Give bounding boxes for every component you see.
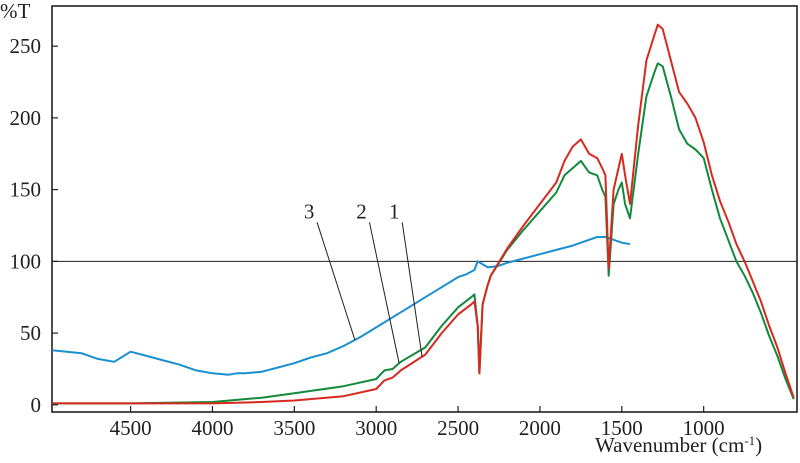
x-tick-label: 4000 [191,416,233,440]
y-tick-label: 0 [31,393,42,417]
x-axis-ticks: 4500 4000 3500 3000 2500 2000 1500 1000 [110,406,725,440]
x-axis-title-superscript: -1 [744,433,755,448]
x-tick-label: 4500 [110,416,152,440]
curve-label-2: 2 [356,199,367,223]
series-line-1 [52,23,795,405]
y-tick-label: 250 [10,34,42,58]
x-tick-label: 3000 [355,416,397,440]
y-tick-label: 200 [10,106,42,130]
curve-label-leader-2 [368,222,400,364]
x-axis-title-close: ) [755,433,762,457]
x-tick-label: 2500 [437,416,479,440]
series-layer [51,23,795,405]
y-tick-label: 100 [10,249,42,273]
y-axis-title: %T [0,0,30,23]
y-tick-label: 50 [20,321,41,345]
curve-label-leader-1 [401,222,423,357]
series-line-3 [51,236,631,376]
x-tick-label: 1000 [683,416,725,440]
x-tick-label: 2000 [519,416,561,440]
y-axis-ticks: 0 50 100 150 200 250 [10,34,58,417]
x-axis-title: Wavenumber (cm-1) [595,433,762,457]
curve-label-3: 3 [304,199,315,223]
y-tick-label: 150 [10,178,42,202]
x-tick-label: 3500 [273,416,315,440]
plot-frame [51,5,798,413]
plot-border [51,5,798,413]
series-line-2 [52,62,795,405]
x-axis-title-main: Wavenumber (cm [595,433,744,457]
x-tick-label: 1500 [601,416,643,440]
curve-label-leader-3 [316,222,356,341]
curve-label-1: 1 [389,199,400,223]
